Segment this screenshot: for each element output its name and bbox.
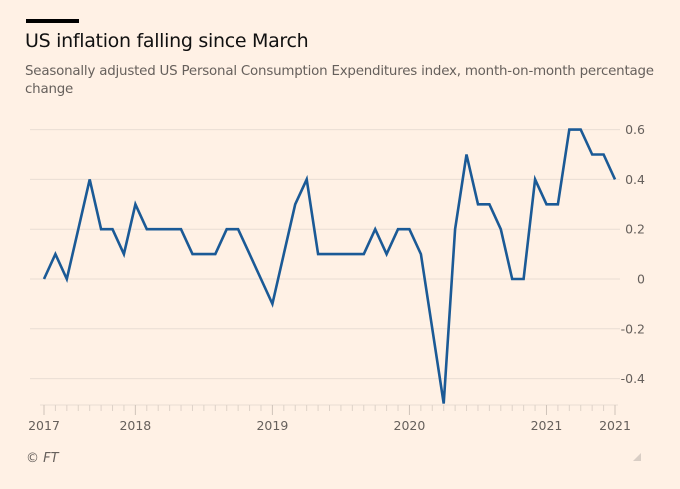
x-tick-label: 2021 <box>531 418 563 433</box>
y-tick-label: 0.4 <box>625 172 645 187</box>
y-tick-label: -0.2 <box>621 321 645 336</box>
y-tick-label: 0.6 <box>625 122 645 137</box>
y-tick-label: -0.4 <box>621 371 645 386</box>
chart-subtitle: Seasonally adjusted US Personal Consumpt… <box>25 64 654 97</box>
x-tick-label: 2021 <box>599 418 631 433</box>
series-line <box>42 128 617 404</box>
series-group <box>42 128 617 404</box>
resize-handle-icon[interactable] <box>633 453 641 461</box>
x-tick-label: 2020 <box>394 418 426 433</box>
y-axis: 0.6 0.4 0.2 0 -0.2 -0.4 <box>621 122 645 386</box>
source-credit: © FT <box>26 451 59 466</box>
x-tick-label: 2019 <box>256 418 288 433</box>
title-accent-bar <box>26 19 79 23</box>
x-tick-label: 2017 <box>28 418 60 433</box>
y-tick-label: 0.2 <box>625 222 645 237</box>
x-tick-label: 2018 <box>119 418 151 433</box>
chart-title: US inflation falling since March <box>25 30 309 52</box>
y-tick-label: 0 <box>637 272 645 287</box>
x-axis: 2017 2018 2019 2020 2021 2021 <box>28 404 631 433</box>
